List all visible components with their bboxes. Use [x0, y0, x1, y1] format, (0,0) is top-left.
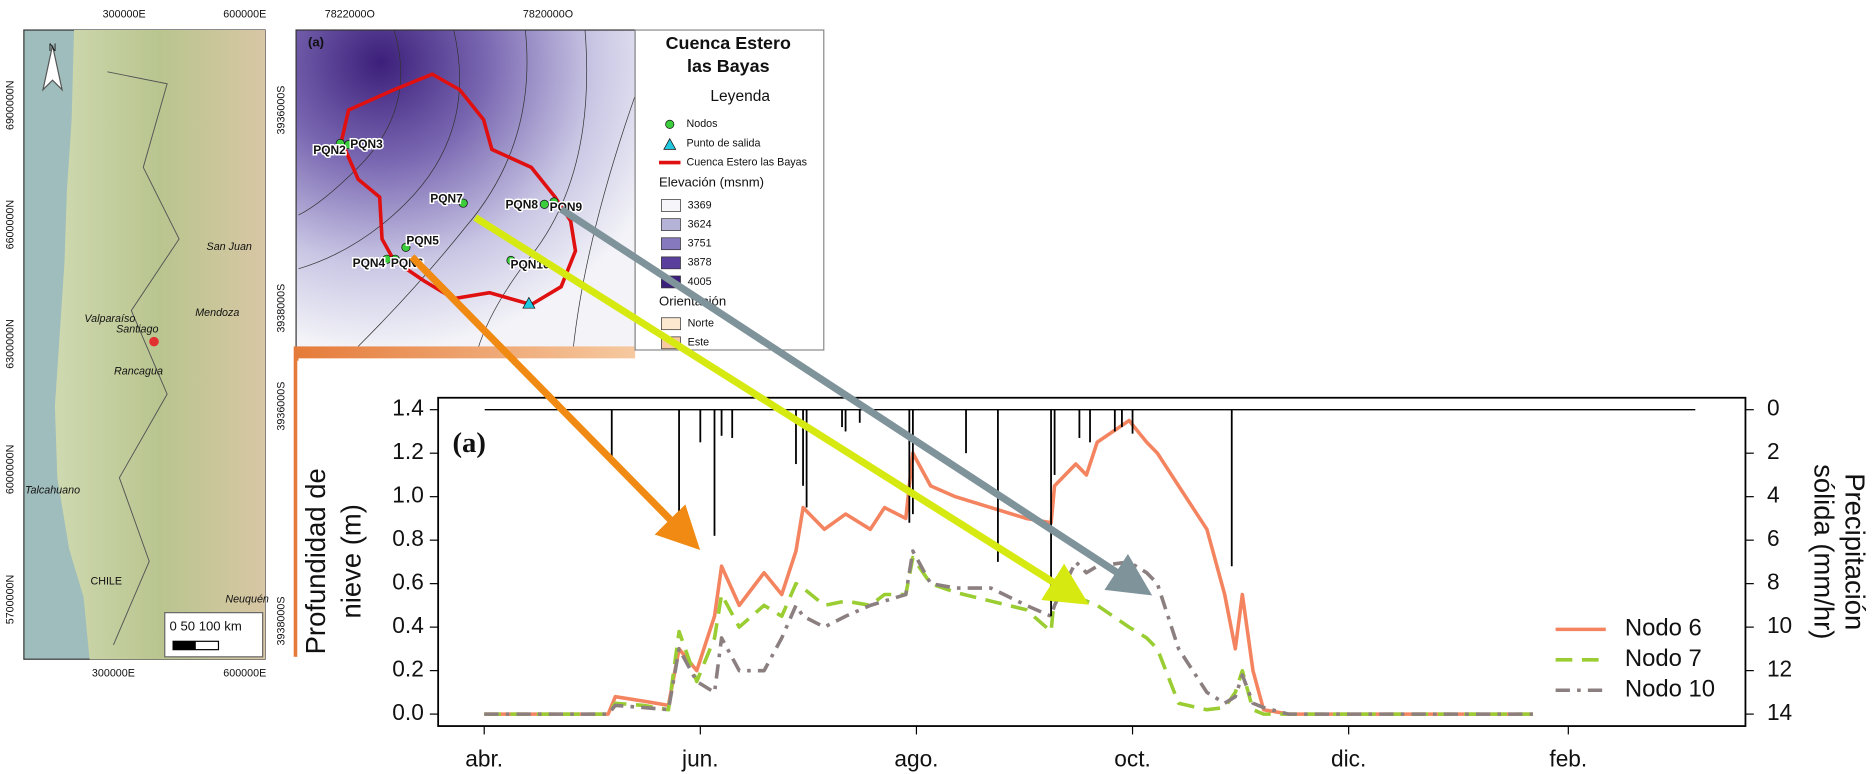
aspect-strip [294, 346, 298, 656]
panel-label: (a) [452, 427, 485, 459]
map-y-label: 6300000N [5, 319, 17, 369]
chart-panel [298, 358, 1872, 773]
legend-item: Norte [688, 318, 714, 330]
legend-item: 3878 [688, 257, 712, 269]
y2-tick-label: 12 [1767, 656, 1792, 682]
y2-axis-title: sólida (mm/hr) [1809, 464, 1840, 639]
legend-title: las Bayas [687, 56, 770, 76]
map-x-label: 300000E [92, 667, 135, 679]
legend-item: Este [688, 337, 710, 349]
legend-label: Nodo 7 [1625, 645, 1702, 672]
place: Talcahuano [25, 485, 80, 497]
x-tick-label: oct. [1114, 746, 1151, 772]
map-y-label: 6600000N [5, 200, 17, 250]
legend-item: 3624 [688, 218, 712, 230]
y-tick-label: 0.4 [392, 612, 424, 638]
place: Santiago [116, 324, 158, 336]
map-y-label: 3936000S [276, 382, 288, 431]
x-tick-label: dic. [1331, 746, 1366, 772]
y-tick-label: 0.8 [392, 525, 424, 551]
map-y-label: 6900000N [5, 80, 17, 130]
legend-item: 3369 [688, 199, 712, 211]
legend-item: 4005 [688, 276, 712, 288]
place: Mendoza [195, 307, 239, 319]
y-axis-title: Profundidad de [300, 468, 331, 654]
y2-tick-label: 2 [1767, 438, 1780, 464]
y2-tick-label: 0 [1767, 395, 1780, 421]
place: Neuquén [225, 593, 269, 605]
scale-bar [173, 641, 196, 649]
y2-tick-label: 8 [1767, 569, 1780, 595]
y-tick-label: 1.0 [392, 482, 424, 508]
legend-title: Cuenca Estero [666, 33, 791, 53]
y-tick-label: 1.4 [392, 395, 424, 421]
legend-swatch [661, 200, 680, 212]
location-map: N 300000E 600000E 300000E 600000E 690000… [5, 8, 269, 679]
legend-item: 3751 [688, 238, 712, 250]
map-y-label: 3936000S [276, 86, 288, 135]
legend-swatch [661, 257, 680, 269]
legend-subtitle: Elevación (msnm) [659, 174, 764, 189]
legend-swatch [661, 318, 680, 330]
north: N [49, 42, 57, 54]
y-tick-label: 1.2 [392, 438, 424, 464]
node-label: PQN3 [350, 137, 383, 151]
place: San Juan [207, 241, 252, 253]
legend-symbol [666, 120, 674, 128]
x-tick-label: ago. [894, 746, 938, 772]
legend-heading: Leyenda [710, 88, 770, 105]
node-label: PQN2 [313, 143, 346, 157]
map-y-label: 5700000N [5, 575, 17, 625]
legend-swatch [661, 219, 680, 231]
map-y-label: 3938000S [276, 597, 288, 646]
map-x-label: 7822000O [325, 8, 375, 20]
figure: N 300000E 600000E 300000E 600000E 690000… [0, 0, 1872, 774]
x-tick-label: feb. [1549, 746, 1587, 772]
map-y-label: 3938000S [276, 284, 288, 333]
node-label: PQN8 [505, 198, 538, 212]
y2-tick-label: 6 [1767, 525, 1780, 551]
y-tick-label: 0.0 [392, 699, 424, 725]
legend-item: Cuenca Estero las Bayas [686, 156, 807, 168]
map-x-label: 300000E [103, 8, 146, 20]
node-label: PQN7 [430, 192, 463, 206]
legend-swatch [661, 238, 680, 250]
y2-axis-title: Precipitación [1840, 473, 1871, 630]
y2-tick-label: 4 [1767, 482, 1780, 508]
scale-label: 0 50 100 km [170, 618, 242, 633]
legend-item: Nodos [686, 118, 717, 130]
land [55, 30, 265, 659]
y-tick-label: 0.2 [392, 656, 424, 682]
x-tick-label: abr. [465, 746, 503, 772]
site [149, 337, 159, 347]
y-tick-label: 0.6 [392, 569, 424, 595]
place: Rancagua [114, 365, 163, 377]
y2-tick-label: 10 [1767, 612, 1792, 638]
y2-tick-label: 14 [1767, 699, 1792, 725]
y-axis-title: nieve (m) [336, 504, 367, 618]
node-label: PQN4 [353, 256, 386, 270]
map-frame [296, 30, 635, 350]
x-tick-label: jun. [681, 746, 719, 772]
node-label: PQN5 [406, 234, 439, 248]
map-x-label: 600000E [223, 667, 266, 679]
map-x-label: 7820000O [523, 8, 573, 20]
place: CHILE [90, 575, 122, 587]
legend-label: Nodo 6 [1625, 615, 1702, 642]
panel-label: (a) [308, 35, 324, 50]
legend-item: Punto de salida [686, 137, 760, 149]
map-x-label: 600000E [223, 8, 266, 20]
map-y-label: 6000000N [5, 445, 17, 495]
page: { "location_map": { "north": "N", "x_lab… [0, 0, 1872, 774]
legend-label: Nodo 10 [1625, 676, 1715, 703]
